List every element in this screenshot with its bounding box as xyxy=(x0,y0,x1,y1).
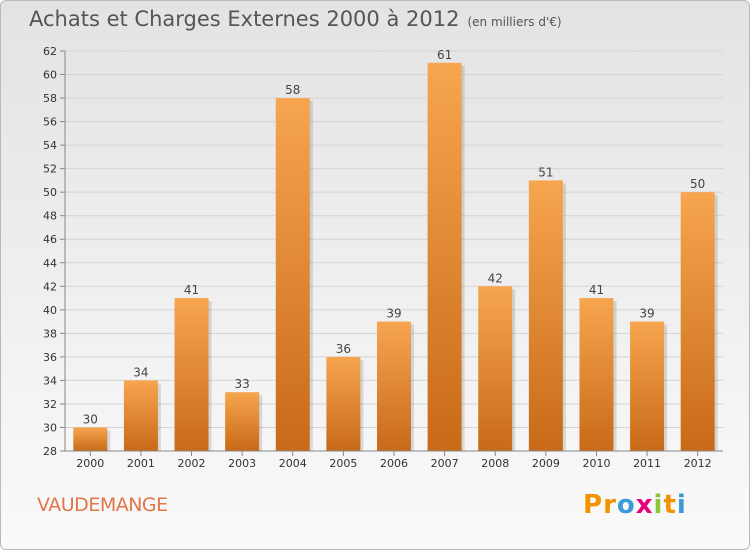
bar-2007 xyxy=(427,62,462,451)
bar-2011 xyxy=(630,321,665,451)
y-tick-label: 46 xyxy=(43,233,57,246)
y-tick-label: 52 xyxy=(43,163,57,176)
y-tick-label: 30 xyxy=(43,421,57,434)
logo-letter: i xyxy=(676,490,687,520)
bar-2008 xyxy=(478,286,513,451)
x-tick-label: 2004 xyxy=(279,457,307,470)
x-tick-label: 2003 xyxy=(228,457,256,470)
bar-2005 xyxy=(326,356,361,451)
logo-letter: r xyxy=(603,490,617,520)
x-tick-label: 2005 xyxy=(329,457,357,470)
logo-letter: x xyxy=(635,490,654,520)
y-tick-label: 34 xyxy=(43,374,57,387)
commune-name: VAUDEMANGE xyxy=(37,494,168,516)
bar-2010 xyxy=(579,298,614,451)
y-tick-label: 58 xyxy=(43,92,57,105)
x-tick-label: 2006 xyxy=(380,457,408,470)
x-tick-label: 2009 xyxy=(532,457,560,470)
x-tick-label: 2000 xyxy=(76,457,104,470)
bar-value-label: 39 xyxy=(386,307,401,321)
y-tick-label: 40 xyxy=(43,304,57,317)
x-tick-label: 2008 xyxy=(481,457,509,470)
bars: 30 34 41 33 58 36 39 61 42 51 41 39 50 xyxy=(73,48,718,452)
chart-title-main: Achats et Charges Externes 2000 à 2012 xyxy=(29,7,460,31)
x-tick-label: 2001 xyxy=(127,457,155,470)
logo-letter: P xyxy=(583,490,604,520)
x-tick-label: 2007 xyxy=(431,457,459,470)
bar-value-label: 34 xyxy=(133,365,148,379)
logo-letter: o xyxy=(616,490,636,520)
bar-value-label: 39 xyxy=(639,307,654,321)
y-tick-label: 60 xyxy=(43,69,57,82)
x-tick-label: 2012 xyxy=(684,457,712,470)
bar-value-label: 36 xyxy=(336,342,351,356)
bar-value-label: 51 xyxy=(538,165,553,179)
x-axis: 2000 2001 2002 2003 2004 2005 2006 2007 2008 2009… xyxy=(65,450,723,470)
y-tick-label: 62 xyxy=(43,45,57,58)
proxiti-logo[interactable]: Proxiti xyxy=(583,490,687,520)
bar-2012 xyxy=(680,192,715,452)
y-tick-label: 42 xyxy=(43,280,57,293)
bar-value-label: 30 xyxy=(83,412,98,426)
y-tick-label: 44 xyxy=(43,257,57,270)
y-tick-label: 38 xyxy=(43,327,57,340)
y-tick-label: 48 xyxy=(43,210,57,223)
bar-value-label: 41 xyxy=(184,283,199,297)
x-tick-label: 2010 xyxy=(582,457,610,470)
bar-value-label: 33 xyxy=(235,377,250,391)
x-tick-label: 2011 xyxy=(633,457,661,470)
y-tick-label: 28 xyxy=(43,445,57,458)
y-tick-label: 32 xyxy=(43,398,57,411)
bar-2003 xyxy=(225,392,260,451)
y-axis: 28 30 32 34 36 38 40 42 44 46 48 50 52 54 56 58 60 62 xyxy=(43,45,66,458)
y-tick-label: 54 xyxy=(43,139,57,152)
logo-letter: i xyxy=(653,490,664,520)
x-tick-label: 2002 xyxy=(178,457,206,470)
bar-value-label: 58 xyxy=(285,83,300,97)
bar-2001 xyxy=(123,380,158,451)
bar-2006 xyxy=(377,321,411,451)
bar-2009 xyxy=(528,180,563,452)
chart-title-unit: (en milliers d'€) xyxy=(467,15,562,29)
bar-2002 xyxy=(174,298,209,451)
bar-value-label: 50 xyxy=(690,177,705,191)
y-tick-label: 56 xyxy=(43,116,57,129)
y-tick-label: 50 xyxy=(43,186,57,199)
chart-title: Achats et Charges Externes 2000 à 2012 (e… xyxy=(29,7,562,31)
y-tick-label: 36 xyxy=(43,351,57,364)
bar-value-label: 61 xyxy=(437,48,452,62)
bar-value-label: 41 xyxy=(589,283,604,297)
bar-value-label: 42 xyxy=(488,271,503,285)
logo-letter: t xyxy=(663,490,677,520)
bar-2000 xyxy=(73,427,108,451)
bar-2004 xyxy=(275,98,310,451)
